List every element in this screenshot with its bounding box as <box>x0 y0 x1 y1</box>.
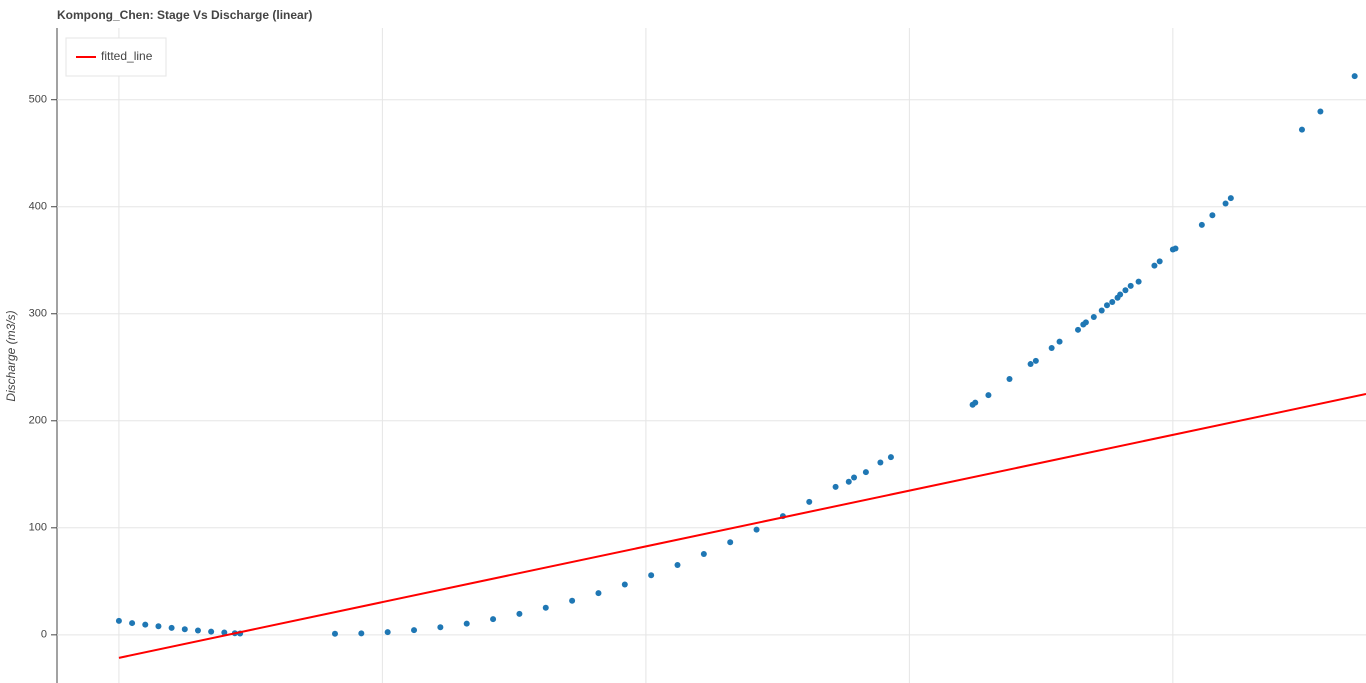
legend-label: fitted_line <box>101 49 153 63</box>
point <box>358 630 365 637</box>
point <box>806 498 813 505</box>
y-tick-label: 300 <box>29 308 47 320</box>
point <box>168 624 175 631</box>
point <box>877 459 884 466</box>
point <box>1298 126 1305 133</box>
y-tick-label: 200 <box>29 415 47 427</box>
point <box>753 526 760 533</box>
point <box>648 572 655 579</box>
point <box>832 483 839 490</box>
point <box>972 399 979 406</box>
point <box>411 627 418 634</box>
point <box>1048 345 1055 352</box>
point <box>595 590 602 597</box>
point <box>1027 361 1034 368</box>
point <box>142 621 149 628</box>
y-tick-label: 500 <box>29 94 47 106</box>
point <box>851 474 858 481</box>
fitted-line <box>118 393 1366 659</box>
point <box>621 581 628 588</box>
point <box>221 629 228 636</box>
point <box>1082 319 1089 326</box>
point <box>862 469 869 476</box>
point <box>437 624 444 631</box>
point <box>700 551 707 558</box>
point <box>1156 258 1163 265</box>
point <box>1098 307 1105 314</box>
point <box>727 539 734 546</box>
point <box>208 628 215 635</box>
grid <box>57 28 1366 683</box>
point <box>1227 195 1234 202</box>
point <box>1222 200 1229 207</box>
y-axis-label: Discharge (m3/s) <box>4 310 18 401</box>
point <box>115 617 122 624</box>
point <box>1135 278 1142 285</box>
point <box>1351 73 1358 80</box>
y-tick-label: 400 <box>29 201 47 213</box>
point <box>1198 221 1205 228</box>
point <box>1117 291 1124 298</box>
point <box>542 604 549 611</box>
chart-title: Kompong_Chen: Stage Vs Discharge (linear… <box>57 8 312 22</box>
point <box>1109 298 1116 305</box>
point <box>674 562 681 569</box>
point <box>1006 376 1013 383</box>
point <box>845 478 852 485</box>
y-tick-label: 0 <box>41 629 47 641</box>
point <box>516 610 523 617</box>
point <box>569 597 576 604</box>
point <box>1209 212 1216 219</box>
point <box>384 629 391 636</box>
point <box>1103 302 1110 309</box>
point <box>129 620 136 627</box>
y-tick-label: 100 <box>29 522 47 534</box>
point <box>490 616 497 623</box>
point <box>1172 245 1179 252</box>
point <box>1151 262 1158 269</box>
point <box>1127 282 1134 289</box>
point <box>1317 108 1324 115</box>
point <box>331 630 338 637</box>
point <box>985 392 992 399</box>
point <box>1056 338 1063 345</box>
point <box>463 620 470 627</box>
point <box>181 626 188 633</box>
point <box>155 623 162 630</box>
point <box>1090 313 1097 320</box>
point <box>1075 326 1082 333</box>
point <box>887 454 894 461</box>
point <box>1122 287 1129 294</box>
point <box>1032 357 1039 364</box>
point <box>194 627 201 634</box>
